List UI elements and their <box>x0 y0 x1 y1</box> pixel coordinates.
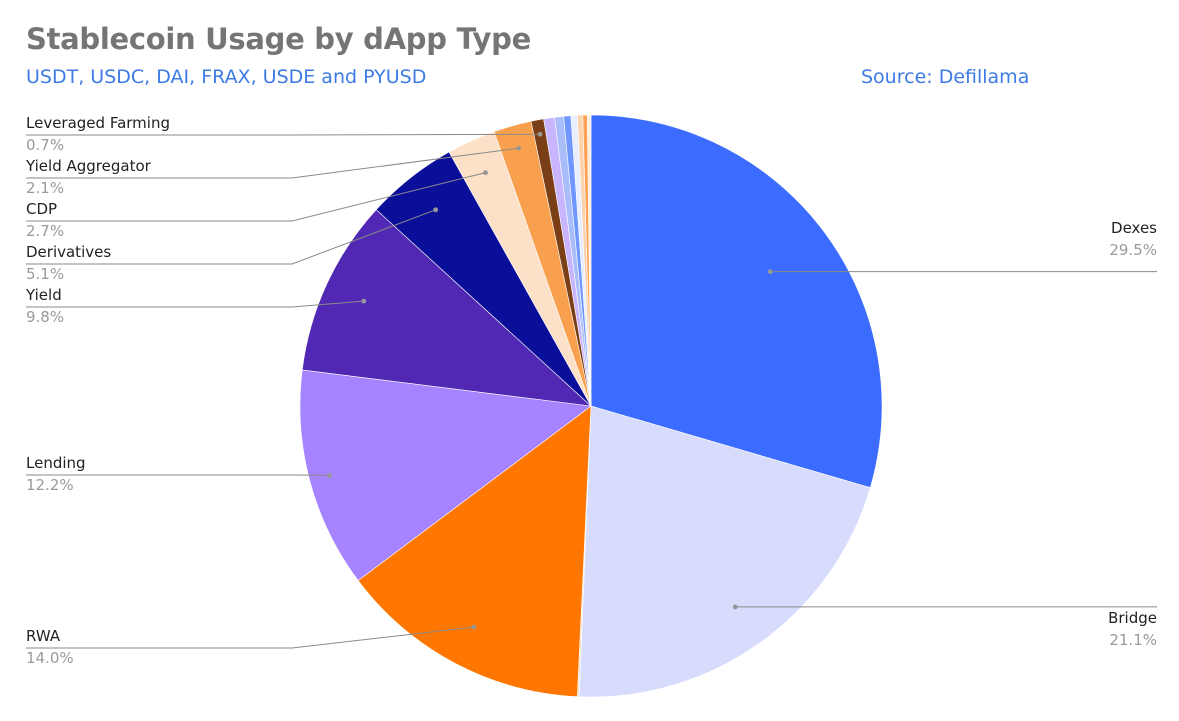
pie-slice-dexes <box>590 114 883 489</box>
pie-slices <box>299 114 883 698</box>
leader-dot-rwa <box>471 624 477 630</box>
pie-slice-bridge <box>578 405 871 698</box>
slice-label-leveraged-farming: Leveraged Farming <box>26 114 170 132</box>
slice-label-derivatives: Derivatives <box>26 243 111 261</box>
pie-slice-lending <box>299 369 592 581</box>
pie-slice-rwa <box>357 405 592 697</box>
slice-label-dexes: Dexes <box>1111 219 1157 237</box>
slice-label-cdp: CDP <box>26 200 57 218</box>
slice-value-bridge: 21.1% <box>1109 631 1157 649</box>
leader-line-derivatives <box>26 209 436 265</box>
slice-value-cdp: 2.7% <box>26 222 64 240</box>
pie-slice-yield <box>301 209 592 407</box>
slice-value-yield: 9.8% <box>26 308 64 326</box>
slice-value-rwa: 14.0% <box>26 649 74 667</box>
leader-line-yield-aggregator <box>26 147 519 179</box>
leader-line-cdp <box>26 172 486 222</box>
slice-value-lending: 12.2% <box>26 476 74 494</box>
leader-line-rwa <box>26 626 474 649</box>
slice-labels: Dexes 29.5% Bridge 21.1% RWA 14.0% Lending 12.2… <box>25 114 1157 667</box>
slice-label-bridge: Bridge <box>1108 609 1157 627</box>
slice-label-rwa: RWA <box>26 627 61 645</box>
slice-value-dexes: 29.5% <box>1109 241 1157 259</box>
slice-label-yield-aggregator: Yield Aggregator <box>25 157 152 175</box>
chart-source: Source: Defillama <box>861 66 1030 88</box>
chart-title: Stablecoin Usage by dApp Type <box>26 22 531 56</box>
slice-value-yield-aggregator: 2.1% <box>26 179 64 197</box>
slice-value-leveraged-farming: 0.7% <box>26 136 64 154</box>
pie-slice-minor-16 <box>587 114 592 407</box>
slice-label-lending: Lending <box>26 454 86 472</box>
leader-dot-bridge <box>732 604 738 610</box>
slice-value-derivatives: 5.1% <box>26 265 64 283</box>
label-leaders <box>26 131 1157 649</box>
chart-subtitle: USDT, USDC, DAI, FRAX, USDE and PYUSD <box>26 66 427 88</box>
slice-label-yield: Yield <box>25 286 62 304</box>
leader-line-yield <box>26 300 364 308</box>
leader-line-leveraged-farming <box>26 133 541 136</box>
